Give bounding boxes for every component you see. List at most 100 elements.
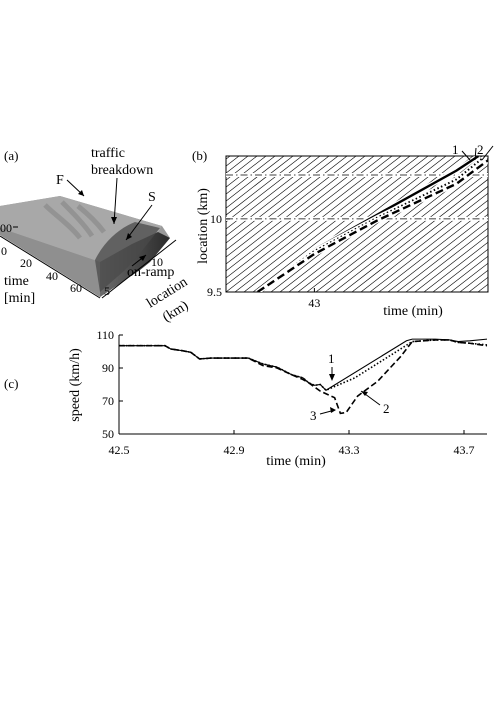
label-breakdown: breakdown	[91, 163, 153, 178]
surface-front	[0, 228, 100, 297]
background-trajectory	[226, 156, 267, 188]
panel-c-label: (c)	[4, 376, 18, 391]
background-trajectory	[226, 156, 285, 202]
time-axis-label-1: time	[4, 274, 29, 289]
time-axis-line	[0, 235, 101, 299]
c-x-tick-label: 42.5	[109, 443, 130, 457]
arrow-S	[125, 204, 153, 241]
background-trajectory	[226, 156, 357, 258]
background-trajectory	[432, 248, 488, 292]
arrowhead-F	[78, 190, 84, 196]
background-trajectory	[333, 171, 488, 292]
background-trajectory	[387, 213, 488, 292]
b-arrow-3	[481, 145, 494, 161]
background-trajectory	[226, 156, 303, 216]
panel-b: (b) 9.5 10 43 time (min) location (km) 1 2	[192, 142, 494, 319]
background-trajectory	[378, 206, 488, 292]
c-arrowhead-3	[330, 407, 336, 413]
location-axis-line	[101, 239, 177, 299]
b-x-axis-label: time (min)	[383, 304, 443, 319]
c-arrowhead-1	[329, 374, 335, 381]
background-trajectory	[369, 199, 488, 292]
background-trajectory	[342, 178, 488, 292]
b-arrow-2	[474, 147, 477, 161]
background-trajectory	[226, 156, 375, 272]
arrowhead-on-ramp	[139, 255, 146, 261]
background-trajectory	[226, 156, 348, 251]
background-trajectory	[324, 164, 488, 292]
c-y-tick-label: 70	[102, 394, 114, 408]
c-series-label-2: 2	[383, 401, 390, 416]
b-y-tick-label: 9.5	[207, 285, 222, 299]
b-x-tick-label: 43	[308, 296, 320, 310]
c-x-tick-label: 42.9	[224, 443, 245, 457]
b-y-tick-label: 10	[210, 212, 222, 226]
background-trajectory	[288, 156, 465, 292]
background-trajectory	[226, 156, 312, 223]
c-x-tick-label: 43.3	[339, 443, 360, 457]
background-trajectory	[226, 156, 393, 286]
background-trajectory	[243, 156, 420, 292]
speed-tick: 00	[0, 221, 12, 235]
c-series-line-3	[119, 339, 488, 415]
background-trajectory	[450, 262, 488, 292]
background-trajectory	[226, 156, 321, 230]
background-trajectory	[226, 156, 276, 195]
background-trajectory	[226, 156, 339, 244]
c-series-line-2	[119, 339, 488, 392]
wide-moving-jams	[43, 200, 106, 240]
b-arrow-1	[461, 150, 471, 161]
background-trajectory	[396, 220, 488, 292]
label-F: F	[56, 173, 64, 188]
b-series-line-3	[256, 159, 488, 292]
background-trajectory	[226, 156, 366, 265]
label-traffic: traffic	[91, 146, 125, 161]
background-trajectory	[360, 192, 488, 292]
b-series-label-2: 2	[477, 142, 484, 157]
background-trajectory	[226, 156, 330, 237]
background-trajectory	[226, 156, 294, 209]
c-series-label-1: 1	[328, 351, 335, 366]
c-series-label-3: 3	[310, 408, 317, 423]
c-arrowhead-2	[361, 391, 368, 396]
background-trajectory	[441, 255, 488, 292]
c-y-tick-label: 50	[102, 427, 114, 441]
time-axis-label-2: [min]	[4, 291, 35, 306]
background-trajectory	[423, 241, 488, 292]
panel-b-frame	[225, 155, 489, 293]
background-trajectory	[351, 185, 488, 292]
c-y-axis-label: speed (km/h)	[68, 348, 83, 422]
location-tick-5: 5	[104, 284, 110, 298]
background-trajectory	[226, 156, 402, 292]
c-series-line-1	[119, 338, 488, 391]
background-trajectory	[226, 156, 258, 181]
panel-a: (a) F traffic breakdown S on-ramp 00 0 2…	[0, 146, 191, 325]
background-trajectory	[252, 156, 429, 292]
arrowhead-S	[126, 233, 132, 240]
label-S: S	[148, 190, 156, 205]
panel-a-label: (a)	[4, 148, 18, 163]
background-trajectory	[234, 156, 411, 292]
location-tick-10: 10	[151, 255, 163, 269]
time-tick-40: 40	[46, 269, 58, 283]
surface-right-face	[100, 232, 170, 297]
congestion-band	[95, 222, 160, 292]
b-series-label-1: 1	[452, 142, 459, 157]
panel-c: (c) 50 70 90 110 42.5 42.9 43.3 43.7 time (min) s…	[4, 328, 488, 469]
c-y-tick-label: 110	[96, 328, 114, 342]
background-trajectory	[405, 227, 488, 292]
time-tick-20: 20	[20, 256, 32, 270]
time-tick-0: 0	[1, 244, 7, 258]
b-series-line-2	[256, 158, 483, 292]
arrowhead-breakdown	[111, 217, 117, 224]
background-trajectory	[226, 156, 384, 279]
background-trajectory	[414, 234, 488, 292]
c-y-tick-label: 90	[102, 361, 114, 375]
c-x-axis-label: time (min)	[266, 454, 326, 469]
arrow-breakdown	[113, 177, 118, 225]
b-y-axis-label: location (km)	[196, 188, 211, 264]
time-tick-60: 60	[70, 281, 82, 295]
c-x-tick-label: 43.7	[454, 443, 475, 457]
background-trajectories	[226, 156, 488, 292]
